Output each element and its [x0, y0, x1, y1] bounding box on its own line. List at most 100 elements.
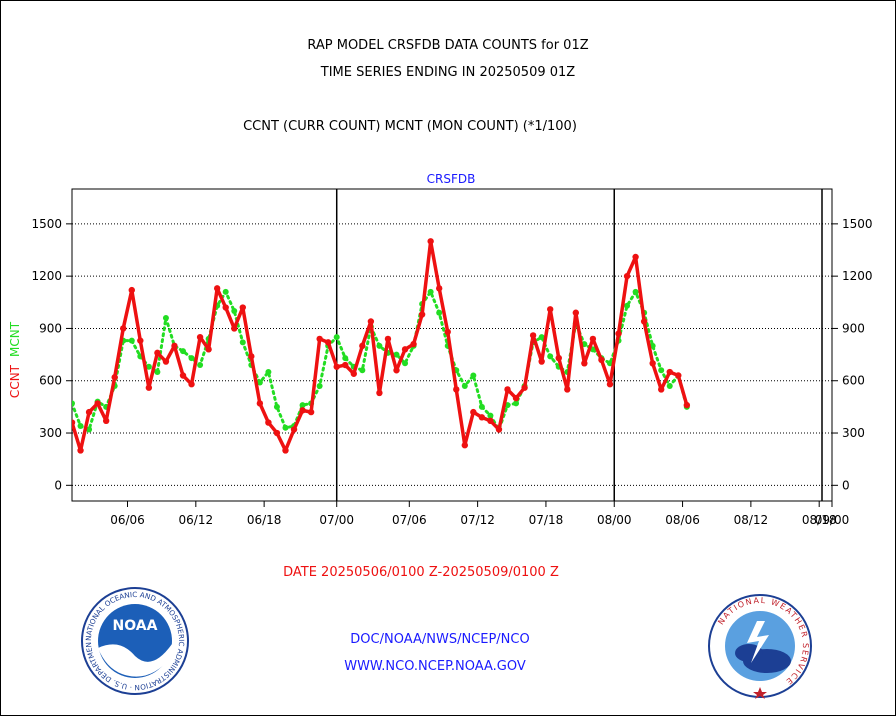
data-point-mcnt: [222, 288, 229, 295]
data-point-ccnt: [324, 339, 332, 346]
data-point-ccnt: [265, 419, 272, 426]
data-point-mcnt: [478, 403, 485, 410]
data-point-ccnt: [248, 353, 255, 360]
data-point-ccnt: [547, 306, 554, 313]
data-point-mcnt: [145, 363, 152, 370]
data-point-mcnt: [197, 362, 204, 369]
data-point-ccnt: [162, 358, 170, 365]
data-point-ccnt: [239, 304, 246, 311]
data-point-ccnt: [606, 381, 614, 388]
data-point-mcnt: [538, 334, 545, 341]
data-point-ccnt: [640, 318, 648, 325]
y-tick-label-right: 900: [842, 321, 865, 335]
x-tick-label: 08/12: [734, 513, 769, 527]
data-point-ccnt: [111, 374, 118, 381]
chart-subtitle-date: TIME SERIES ENDING IN 20250509 01Z: [320, 65, 576, 80]
data-point-ccnt: [196, 333, 204, 341]
data-point-ccnt: [401, 346, 409, 353]
data-point-mcnt: [376, 342, 383, 349]
y-tick-label-left: 1500: [31, 217, 62, 231]
data-point-mcnt: [470, 372, 477, 379]
plot-area-border: [71, 188, 833, 502]
data-point-ccnt: [376, 389, 383, 397]
website-link[interactable]: WWW.NCO.NCEP.NOAA.GOV: [344, 659, 526, 674]
data-point-ccnt: [102, 417, 110, 425]
data-point-ccnt: [137, 337, 144, 344]
x-tick-label: 07/06: [392, 513, 427, 527]
org-path: DOC/NOAA/NWS/NCEP/NCO: [350, 632, 530, 647]
y-tick-label-right: 600: [842, 374, 865, 388]
x-tick-label: 06/12: [179, 513, 214, 527]
data-point-mcnt: [624, 302, 631, 309]
data-point-ccnt: [72, 419, 76, 426]
data-point-ccnt: [453, 386, 460, 393]
data-point-ccnt: [273, 429, 281, 437]
data-point-ccnt: [666, 368, 673, 376]
data-point-ccnt: [282, 447, 289, 454]
data-point-ccnt: [171, 342, 178, 350]
y-tick-label-right: 300: [842, 426, 865, 440]
chart-title: RAP MODEL CRSFDB DATA COUNTS for 01Z: [307, 38, 589, 53]
data-point-mcnt: [402, 360, 409, 367]
data-point-mcnt: [393, 351, 400, 358]
data-point-mcnt: [162, 314, 169, 321]
data-point-mcnt: [239, 339, 246, 346]
data-point-mcnt: [72, 400, 75, 407]
x-tick-label: 09/00: [815, 513, 850, 527]
data-point-ccnt: [85, 408, 93, 416]
data-point-ccnt: [478, 414, 486, 421]
data-point-ccnt: [589, 335, 597, 343]
x-tick-label: 06/06: [110, 513, 145, 527]
x-tick-label: 07/00: [319, 513, 354, 527]
y-tick-label-left: 1200: [31, 269, 62, 283]
data-point-ccnt: [290, 426, 298, 433]
data-point-mcnt: [333, 334, 340, 341]
data-point-ccnt: [598, 356, 605, 364]
data-point-ccnt: [367, 318, 375, 325]
data-point-ccnt: [512, 394, 520, 402]
data-point-ccnt: [299, 407, 306, 414]
data-point-ccnt: [94, 400, 101, 407]
data-point-ccnt: [521, 384, 528, 391]
data-point-ccnt: [205, 346, 212, 353]
y-axis-label-ccnt: CCNT: [8, 364, 22, 398]
y-tick-label-left: 900: [39, 321, 62, 335]
y-tick-label-left: 300: [39, 426, 62, 440]
series-legend-text: CCNT (CURR COUNT) MCNT (MON COUNT) (*1/1…: [243, 119, 577, 134]
data-point-mcnt: [86, 426, 93, 433]
data-point-ccnt: [342, 361, 349, 369]
data-point-mcnt: [128, 337, 135, 344]
data-point-ccnt: [154, 349, 161, 357]
x-tick-label: 06/18: [247, 513, 282, 527]
data-point-mcnt: [342, 355, 349, 362]
x-tick-label: 08/00: [597, 513, 632, 527]
data-point-ccnt: [350, 370, 357, 377]
y-axis-label-mcnt: MCNT: [8, 321, 22, 357]
data-point-ccnt: [470, 408, 477, 416]
data-point-mcnt: [436, 309, 443, 316]
x-tick-label: 08/18: [802, 513, 837, 527]
x-tick-label: 07/12: [460, 513, 495, 527]
y-tick-label-right: 1200: [842, 269, 873, 283]
data-point-ccnt: [683, 401, 691, 409]
data-point-ccnt: [222, 304, 229, 311]
data-point-mcnt: [658, 367, 665, 374]
y-tick-label-left: 0: [54, 478, 62, 492]
data-point-mcnt: [666, 382, 673, 389]
noaa-logo: NATIONAL OCEANIC AND ATMOSPHERIC ADMINIS…: [80, 586, 189, 695]
noaa-wordmark: NOAA: [113, 618, 158, 634]
data-point-mcnt: [461, 382, 468, 389]
data-point-ccnt: [77, 447, 84, 454]
data-point-mcnt: [256, 379, 263, 386]
data-point-mcnt: [154, 369, 161, 376]
data-point-mcnt: [273, 403, 280, 410]
data-point-ccnt: [333, 363, 340, 370]
data-point-ccnt: [145, 384, 153, 391]
plot-subtitle: CRSFDB: [426, 172, 476, 186]
data-point-mcnt: [180, 348, 187, 355]
x-tick-label: 07/18: [529, 513, 564, 527]
nws-logo: NATIONAL WEATHER SERVICE: [708, 594, 812, 699]
data-point-ccnt: [256, 400, 264, 407]
data-point-ccnt: [427, 238, 434, 245]
data-point-mcnt: [427, 288, 434, 295]
